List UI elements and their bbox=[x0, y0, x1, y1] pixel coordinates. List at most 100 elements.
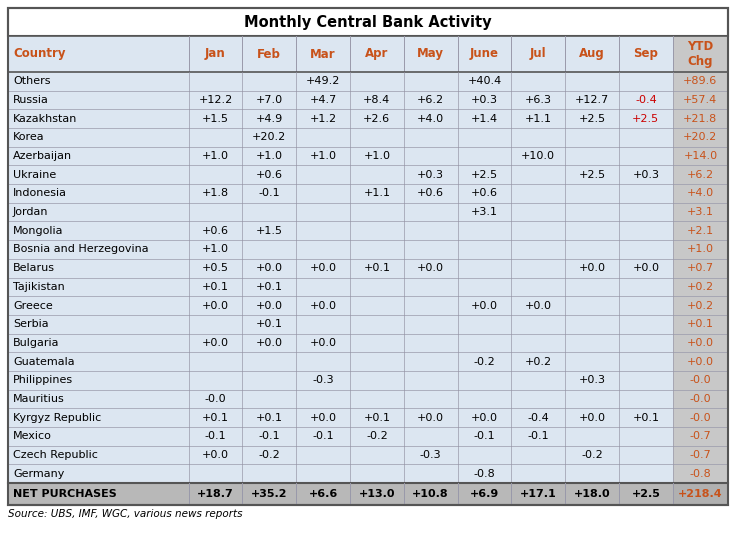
Text: +6.9: +6.9 bbox=[470, 489, 499, 499]
Text: -0.7: -0.7 bbox=[690, 431, 711, 441]
Bar bbox=[673, 389, 728, 408]
Text: +0.6: +0.6 bbox=[417, 188, 444, 198]
Text: -0.4: -0.4 bbox=[635, 95, 657, 105]
Bar bbox=[673, 259, 728, 278]
Text: +0.1: +0.1 bbox=[364, 263, 390, 273]
Text: June: June bbox=[470, 48, 499, 60]
Text: +4.0: +4.0 bbox=[687, 188, 714, 198]
Text: +0.0: +0.0 bbox=[687, 338, 714, 348]
Text: -0.1: -0.1 bbox=[258, 431, 280, 441]
Bar bbox=[673, 203, 728, 221]
Bar bbox=[673, 408, 728, 427]
Text: +1.5: +1.5 bbox=[255, 226, 283, 236]
Text: +0.1: +0.1 bbox=[687, 319, 714, 329]
Text: +0.7: +0.7 bbox=[687, 263, 714, 273]
Bar bbox=[673, 446, 728, 464]
Bar bbox=[673, 109, 728, 128]
Text: Mongolia: Mongolia bbox=[13, 226, 63, 236]
Bar bbox=[8, 315, 673, 333]
Text: +49.2: +49.2 bbox=[306, 77, 340, 86]
Text: +0.0: +0.0 bbox=[687, 356, 714, 366]
Text: +1.2: +1.2 bbox=[309, 114, 336, 124]
Bar bbox=[673, 240, 728, 259]
Text: Indonesia: Indonesia bbox=[13, 188, 67, 198]
Bar bbox=[8, 128, 673, 147]
Text: Belarus: Belarus bbox=[13, 263, 55, 273]
Bar bbox=[8, 446, 673, 464]
Text: Czech Republic: Czech Republic bbox=[13, 450, 98, 460]
Text: +4.7: +4.7 bbox=[309, 95, 336, 105]
Bar bbox=[8, 165, 673, 184]
Text: +2.5: +2.5 bbox=[578, 170, 606, 180]
Text: +0.1: +0.1 bbox=[255, 319, 283, 329]
Text: +0.2: +0.2 bbox=[525, 356, 552, 366]
Text: +0.2: +0.2 bbox=[687, 301, 714, 310]
Text: +6.3: +6.3 bbox=[525, 95, 552, 105]
Bar bbox=[8, 8, 728, 36]
Bar bbox=[8, 427, 673, 446]
Text: Serbia: Serbia bbox=[13, 319, 49, 329]
Text: +2.5: +2.5 bbox=[631, 489, 660, 499]
Text: +0.0: +0.0 bbox=[578, 412, 606, 423]
Text: +0.1: +0.1 bbox=[364, 412, 390, 423]
Text: +1.0: +1.0 bbox=[202, 151, 229, 161]
Text: Feb: Feb bbox=[258, 48, 281, 60]
Bar bbox=[673, 278, 728, 296]
Text: +0.0: +0.0 bbox=[202, 301, 229, 310]
Text: Jan: Jan bbox=[205, 48, 226, 60]
Bar bbox=[8, 296, 673, 315]
Text: Kazakhstan: Kazakhstan bbox=[13, 114, 77, 124]
Bar bbox=[8, 72, 673, 90]
Text: +1.4: +1.4 bbox=[471, 114, 498, 124]
Text: +1.5: +1.5 bbox=[202, 114, 229, 124]
Bar bbox=[673, 165, 728, 184]
Text: +89.6: +89.6 bbox=[683, 77, 718, 86]
Bar bbox=[673, 184, 728, 203]
Text: -0.2: -0.2 bbox=[581, 450, 603, 460]
Bar bbox=[673, 464, 728, 483]
Text: +0.0: +0.0 bbox=[310, 338, 336, 348]
Text: +0.6: +0.6 bbox=[471, 188, 498, 198]
Text: +0.0: +0.0 bbox=[310, 263, 336, 273]
Text: +0.3: +0.3 bbox=[417, 170, 444, 180]
Text: +3.1: +3.1 bbox=[687, 207, 714, 217]
Text: +0.1: +0.1 bbox=[255, 282, 283, 292]
Text: -0.1: -0.1 bbox=[205, 431, 226, 441]
Text: -0.0: -0.0 bbox=[205, 394, 226, 404]
Bar bbox=[673, 72, 728, 90]
Bar bbox=[8, 483, 673, 505]
Text: +10.0: +10.0 bbox=[521, 151, 555, 161]
Text: +0.3: +0.3 bbox=[632, 170, 659, 180]
Text: Bulgaria: Bulgaria bbox=[13, 338, 60, 348]
Text: Others: Others bbox=[13, 77, 51, 86]
Text: Sep: Sep bbox=[634, 48, 658, 60]
Text: Mexico: Mexico bbox=[13, 431, 52, 441]
Text: Mar: Mar bbox=[311, 48, 336, 60]
Text: May: May bbox=[417, 48, 444, 60]
Text: YTD
Chg: YTD Chg bbox=[687, 40, 713, 68]
Text: +2.5: +2.5 bbox=[578, 114, 606, 124]
Text: Mauritius: Mauritius bbox=[13, 394, 65, 404]
Bar bbox=[673, 483, 728, 505]
Bar bbox=[673, 128, 728, 147]
Bar bbox=[8, 259, 673, 278]
Text: +10.8: +10.8 bbox=[412, 489, 449, 499]
Text: +1.0: +1.0 bbox=[255, 151, 283, 161]
Text: +18.0: +18.0 bbox=[574, 489, 610, 499]
Text: +4.9: +4.9 bbox=[255, 114, 283, 124]
Bar bbox=[8, 90, 673, 109]
Bar bbox=[8, 371, 673, 389]
Text: Azerbaijan: Azerbaijan bbox=[13, 151, 72, 161]
Text: -0.4: -0.4 bbox=[528, 412, 549, 423]
Text: +1.0: +1.0 bbox=[202, 244, 229, 255]
Text: -0.3: -0.3 bbox=[420, 450, 442, 460]
Text: +0.0: +0.0 bbox=[471, 412, 498, 423]
Text: -0.8: -0.8 bbox=[690, 469, 711, 479]
Text: +0.1: +0.1 bbox=[255, 412, 283, 423]
Text: +0.3: +0.3 bbox=[471, 95, 498, 105]
Bar bbox=[8, 109, 673, 128]
Bar bbox=[673, 352, 728, 371]
Text: +1.8: +1.8 bbox=[202, 188, 229, 198]
Text: Monthly Central Bank Activity: Monthly Central Bank Activity bbox=[244, 14, 492, 29]
Text: -0.2: -0.2 bbox=[258, 450, 280, 460]
